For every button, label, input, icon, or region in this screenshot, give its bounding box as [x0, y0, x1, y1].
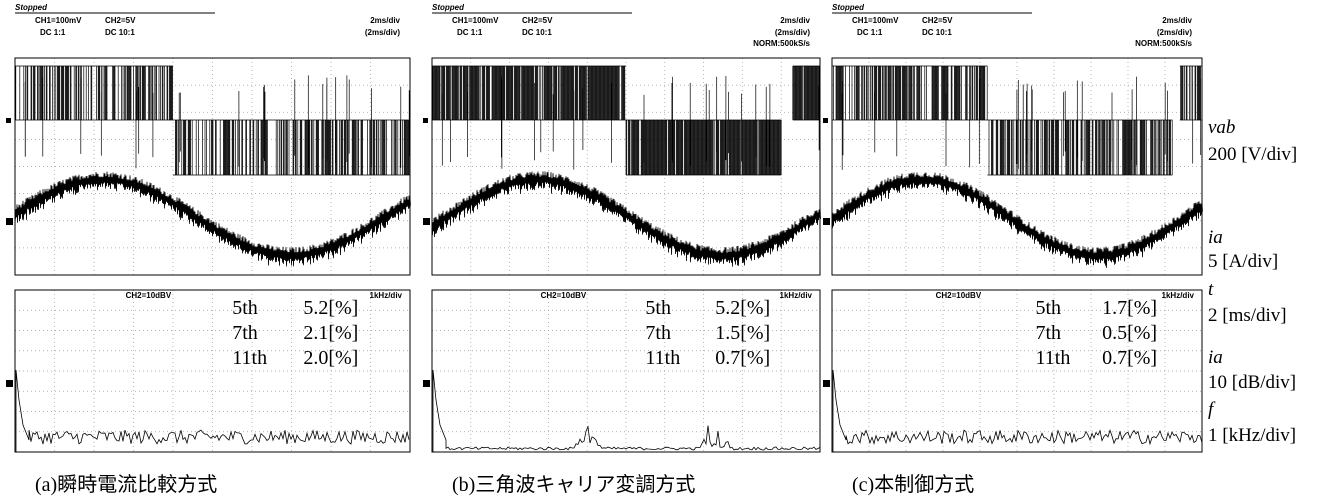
channel-marker [823, 218, 830, 225]
harmonic-value: 5.2[%] [715, 297, 770, 319]
harmonic-order: 7th [1036, 322, 1062, 344]
panel-caption: (b)三角波キャリア変調方式 [452, 473, 695, 496]
legend-ia: ia [1208, 227, 1223, 248]
legend-t-scale: 2 [ms/div] [1208, 305, 1287, 326]
scope-timebase: 2ms/div [1162, 16, 1192, 25]
harmonic-order: 11th [232, 347, 267, 369]
scope-sampling: NORM:500kS/s [753, 39, 810, 48]
scope-ch2: CH2=5V [922, 16, 953, 25]
fft-label: CH2=10dBV [126, 291, 172, 300]
scope-timebase: 2ms/div [780, 16, 810, 25]
harmonic-order: 5th [645, 297, 671, 319]
harmonic-value: 1.5[%] [715, 322, 770, 344]
scope-sampling: NORM:500kS/s [1135, 39, 1192, 48]
fft-scale: 1kHz/div [780, 291, 813, 300]
page: { "panels": [ { "caption": "(a)瞬時電流比較方式"… [0, 0, 1339, 501]
scope-ch2-coupling: DC 10:1 [105, 28, 135, 37]
scope-ch1-coupling: DC 1:1 [857, 28, 883, 37]
harmonic-order: 5th [232, 297, 258, 319]
scope-ch2: CH2=5V [105, 16, 136, 25]
scope-ch1: CH1=100mV [852, 16, 899, 25]
scope-status: Stopped [832, 3, 865, 12]
current-waveform [432, 171, 821, 266]
harmonic-order: 11th [1036, 347, 1071, 369]
legend-ia-scale: 5 [A/div] [1208, 251, 1278, 272]
harmonic-value: 0.7[%] [1102, 347, 1157, 369]
channel-marker [423, 218, 430, 225]
legend-f-scale: 1 [kHz/div] [1208, 425, 1296, 446]
scope-status: Stopped [15, 3, 48, 12]
panel-caption: (c)本制御方式 [852, 473, 974, 496]
fft-label: CH2=10dBV [541, 291, 587, 300]
fft-scale: 1kHz/div [1162, 291, 1195, 300]
scope-status: Stopped [432, 3, 465, 12]
legend-t: t [1208, 279, 1214, 300]
scope-ch1: CH1=100mV [452, 16, 499, 25]
harmonic-order: 7th [232, 322, 258, 344]
fft-scale: 1kHz/div [370, 291, 403, 300]
scope-ch1: CH1=100mV [35, 16, 82, 25]
scope-timebase-zoom: (2ms/div) [775, 28, 810, 37]
harmonic-value: 2.1[%] [303, 322, 358, 344]
panel-caption: (a)瞬時電流比較方式 [35, 473, 217, 496]
fft-spectrum [433, 370, 820, 452]
legend-f: f [1208, 399, 1216, 420]
harmonic-value: 0.5[%] [1102, 322, 1157, 344]
harmonic-order: 11th [645, 347, 680, 369]
harmonic-order: 5th [1036, 297, 1062, 319]
scope-timebase: 2ms/div [370, 16, 400, 25]
scope-ch2-coupling: DC 10:1 [922, 28, 952, 37]
scope-ch1-coupling: DC 1:1 [457, 28, 483, 37]
harmonic-value: 2.0[%] [303, 347, 358, 369]
channel-marker [823, 380, 830, 387]
legend-vab: vab [1208, 117, 1235, 138]
harmonic-value: 5.2[%] [303, 297, 358, 319]
fft-label: CH2=10dBV [936, 291, 982, 300]
harmonic-order: 7th [645, 322, 671, 344]
channel-marker [423, 380, 430, 387]
legend-vab-scale: 200 [V/div] [1208, 144, 1297, 165]
channel-marker [823, 118, 828, 123]
scope-timebase-zoom: (2ms/div) [1157, 28, 1192, 37]
scope-ch2: CH2=5V [522, 16, 553, 25]
figure: Stopped CH1=100mV DC 1:1 CH2=5V DC 10:1 2ms/d… [0, 0, 1339, 501]
channel-marker [6, 218, 13, 225]
scope-ch2-coupling: DC 10:1 [522, 28, 552, 37]
scope-ch1-coupling: DC 1:1 [40, 28, 66, 37]
channel-marker [6, 118, 11, 123]
harmonic-value: 0.7[%] [715, 347, 770, 369]
channel-marker [423, 118, 428, 123]
current-waveform [15, 172, 411, 267]
fft-spectrum [833, 370, 1202, 452]
channel-marker [6, 380, 13, 387]
harmonic-value: 1.7[%] [1102, 297, 1157, 319]
legend-ia-fft-scale: 10 [dB/div] [1208, 372, 1296, 393]
legend-ia-fft: ia [1208, 347, 1223, 368]
scope-timebase-zoom: (2ms/div) [365, 28, 400, 37]
